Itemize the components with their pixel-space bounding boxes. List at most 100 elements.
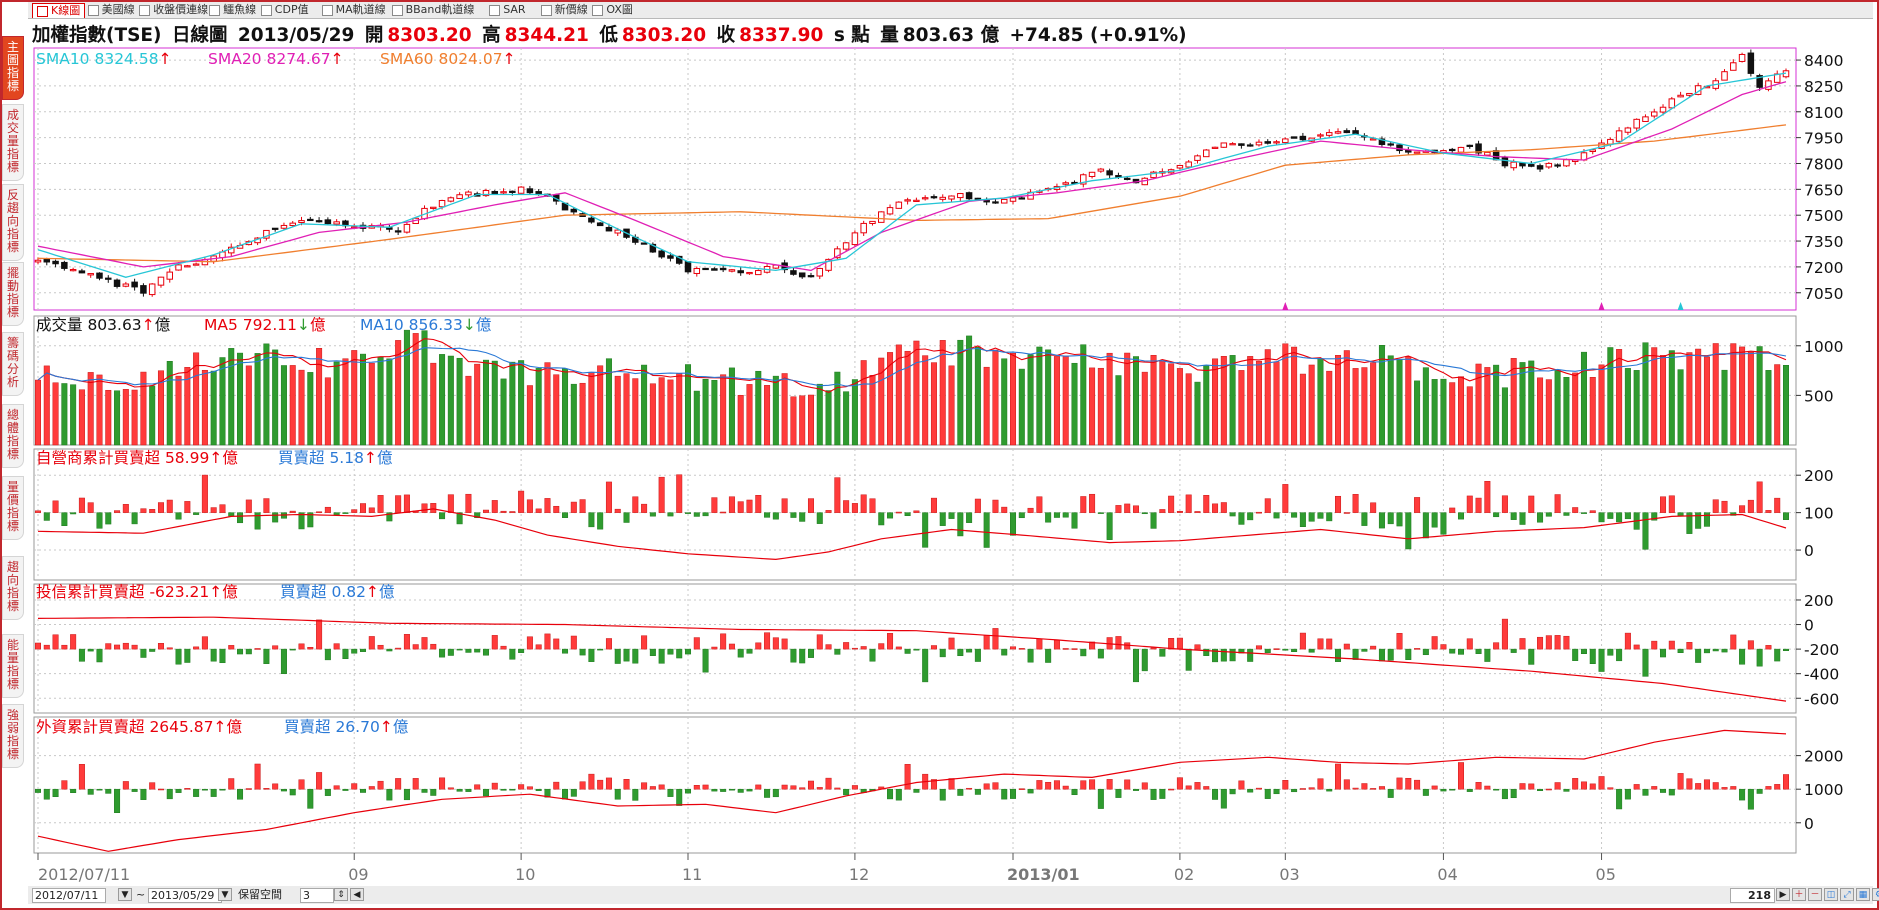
side-tab-6[interactable]: 量價指標	[2, 476, 24, 540]
volume-bar	[1686, 352, 1693, 446]
tab-checkbox-icon[interactable]	[489, 5, 501, 16]
zoom-in-icon[interactable]: ＋	[1792, 888, 1806, 901]
volume-bar	[614, 375, 621, 446]
side-tab-1[interactable]: 成交量指標	[2, 104, 24, 181]
volume-bar	[87, 372, 94, 446]
grid-icon[interactable]: ▦	[1856, 888, 1870, 901]
foreign-bar	[623, 779, 630, 790]
candle-body	[1334, 131, 1342, 134]
dealer-bar	[764, 512, 771, 518]
tab-0[interactable]: K線圖	[32, 3, 86, 18]
foreign-bar	[237, 788, 244, 800]
side-tab-4[interactable]: 籌碼分析	[2, 332, 24, 396]
candle-body	[1378, 138, 1386, 145]
tab-checkbox-icon[interactable]	[87, 5, 99, 16]
dealer-bar	[1510, 512, 1517, 520]
volume-bar	[157, 370, 164, 446]
fit-icon[interactable]: ◫	[1824, 888, 1838, 901]
candle-body	[746, 271, 753, 275]
volume-bar	[1132, 356, 1139, 446]
tab-4[interactable]: CDP值	[257, 3, 313, 17]
volume-bar	[184, 367, 191, 446]
dealer-bar	[1203, 495, 1210, 513]
scroll-left-icon[interactable]: ◀	[350, 888, 364, 901]
tab-2[interactable]: 收盤價連線	[135, 3, 212, 17]
volume-bar	[544, 362, 551, 446]
trust-bar	[193, 646, 200, 650]
tab-checkbox-icon[interactable]	[391, 5, 403, 16]
tab-7[interactable]: SAR	[485, 3, 529, 17]
reserve-spinner-icon[interactable]: ⇕	[334, 888, 348, 901]
side-tab-9[interactable]: 強弱指標	[2, 704, 24, 768]
dealer-bar	[1607, 512, 1614, 519]
trust-bar	[799, 648, 806, 664]
trust-bar	[983, 634, 990, 650]
tab-checkbox-icon[interactable]	[139, 5, 151, 16]
scroll-right-icon[interactable]: ▶	[1776, 888, 1790, 901]
tab-checkbox-icon[interactable]	[209, 5, 221, 16]
volume-bar	[623, 373, 630, 446]
trust-bar	[1212, 648, 1219, 663]
foreign-bar	[421, 788, 428, 793]
trust-bar	[1528, 648, 1535, 665]
zoom-out-icon[interactable]: －	[1808, 888, 1822, 901]
volume-bar	[35, 379, 41, 446]
candle-body	[1088, 171, 1096, 177]
volume-bar	[597, 365, 604, 446]
side-tab-3[interactable]: 擺動指標	[2, 262, 24, 326]
foreign-bar	[78, 764, 85, 790]
tab-3[interactable]: 鱷魚線	[205, 3, 260, 17]
foreign-bar	[219, 788, 226, 791]
candle-body	[1721, 71, 1728, 81]
candle-body	[930, 196, 938, 199]
trust-bar	[1299, 632, 1306, 650]
start-date-field[interactable]: 2012/07/11	[32, 888, 106, 903]
trust-bar	[746, 648, 753, 654]
tab-checkbox-icon[interactable]	[37, 6, 48, 17]
tab-6[interactable]: BBand軌道線	[388, 3, 479, 17]
tab-9[interactable]: OX圖	[588, 3, 637, 17]
candle-body	[1299, 135, 1307, 141]
tab-8[interactable]: 新價線	[537, 3, 592, 17]
side-tab-0[interactable]: 主圖指標	[2, 36, 24, 100]
trust-bar	[974, 648, 981, 662]
start-date-dropdown-icon[interactable]: ▼	[118, 888, 132, 901]
side-tab-7[interactable]: 趨向指標	[2, 556, 24, 620]
tab-checkbox-icon[interactable]	[260, 5, 272, 16]
dealer-bar	[210, 507, 217, 513]
legend-item: 投信累計買賣超 -623.21↑億	[36, 583, 238, 601]
settings-icon[interactable]: ⚙	[1872, 888, 1879, 901]
dealer-bar	[1001, 506, 1008, 513]
trust-bar	[1097, 648, 1104, 659]
tab-5[interactable]: MA軌道線	[318, 3, 390, 17]
dealer-bar	[605, 481, 612, 513]
volume-bar	[562, 368, 569, 446]
trust-bar	[570, 635, 577, 650]
expand-icon[interactable]: ⤢	[1840, 888, 1854, 901]
tab-1[interactable]: 美國線	[84, 3, 139, 17]
end-date-field[interactable]: 2013/05/29	[148, 888, 222, 903]
trust-bar	[1493, 642, 1500, 650]
end-date-dropdown-icon[interactable]: ▼	[218, 888, 232, 901]
volume-bar	[755, 370, 762, 446]
candle-body	[1484, 151, 1491, 156]
dealer-bar	[298, 512, 305, 530]
tab-checkbox-icon[interactable]	[592, 5, 604, 16]
reserve-space-input[interactable]: 3	[300, 888, 334, 903]
trust-bar	[456, 648, 463, 651]
legend-item: SMA20 8274.67↑	[208, 50, 344, 68]
candle-body	[640, 242, 648, 245]
foreign-bar	[685, 788, 692, 794]
tab-checkbox-icon[interactable]	[321, 5, 333, 16]
candle-body	[1607, 138, 1614, 145]
side-tab-5[interactable]: 總體指標	[2, 404, 24, 468]
side-tab-2[interactable]: 反趨向指標	[2, 184, 24, 261]
x-tick-label: 11	[682, 865, 702, 884]
candle-body	[192, 263, 200, 266]
candle-body	[1080, 174, 1087, 185]
tab-checkbox-icon[interactable]	[540, 5, 552, 16]
trust-bar	[1475, 648, 1482, 654]
volume-bar	[1317, 358, 1324, 446]
side-tab-8[interactable]: 能量指標	[2, 634, 24, 698]
